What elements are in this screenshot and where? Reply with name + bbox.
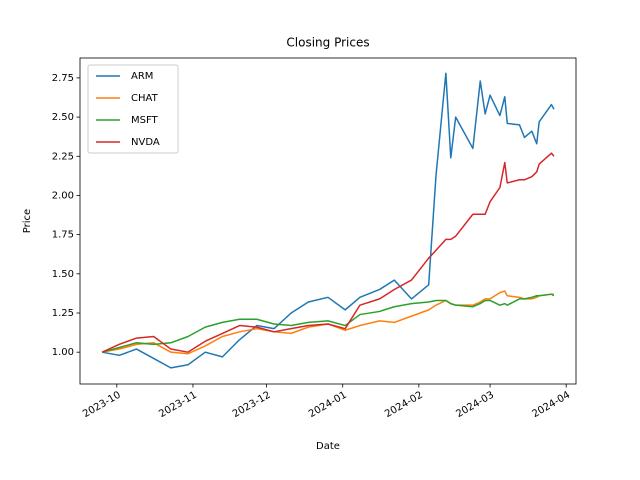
y-axis-label: Price bbox=[22, 209, 33, 233]
y-tick-label: 1.00 bbox=[52, 347, 74, 358]
legend-box bbox=[87, 64, 179, 154]
x-tick-label: 2024-01 bbox=[307, 390, 349, 420]
line-series bbox=[101, 293, 555, 353]
y-tick-label: 1.25 bbox=[52, 308, 74, 319]
y-tick-label: 2.75 bbox=[52, 73, 74, 84]
y-tick-label: 2.25 bbox=[52, 151, 74, 162]
legend-label: NVDA bbox=[131, 137, 160, 148]
y-tick-label: 2.00 bbox=[52, 190, 74, 201]
y-tick-label: 2.50 bbox=[52, 112, 74, 123]
axes-frame bbox=[79, 57, 577, 385]
y-tick-label: 1.50 bbox=[52, 269, 74, 280]
legend: ARM CHAT MSFT NVDA bbox=[87, 64, 179, 154]
y-tick-label: 1.75 bbox=[52, 230, 74, 241]
legend-label: ARM bbox=[131, 71, 153, 82]
x-tick-label: 2024-02 bbox=[383, 390, 425, 420]
line-series bbox=[101, 72, 555, 369]
chart-title: Closing Prices bbox=[286, 36, 369, 50]
legend-label: CHAT bbox=[131, 93, 159, 104]
x-tick-label: 2023-11 bbox=[157, 390, 199, 420]
line-series bbox=[101, 152, 555, 353]
x-tick-label: 2024-03 bbox=[454, 390, 496, 420]
x-tick-label: 2023-12 bbox=[231, 390, 273, 420]
legend-label: MSFT bbox=[131, 115, 159, 126]
x-tick-label: 2023-10 bbox=[81, 390, 123, 420]
x-axis-label: Date bbox=[316, 441, 340, 452]
line-series bbox=[101, 290, 554, 355]
x-tick-label: 2024-04 bbox=[530, 390, 572, 420]
